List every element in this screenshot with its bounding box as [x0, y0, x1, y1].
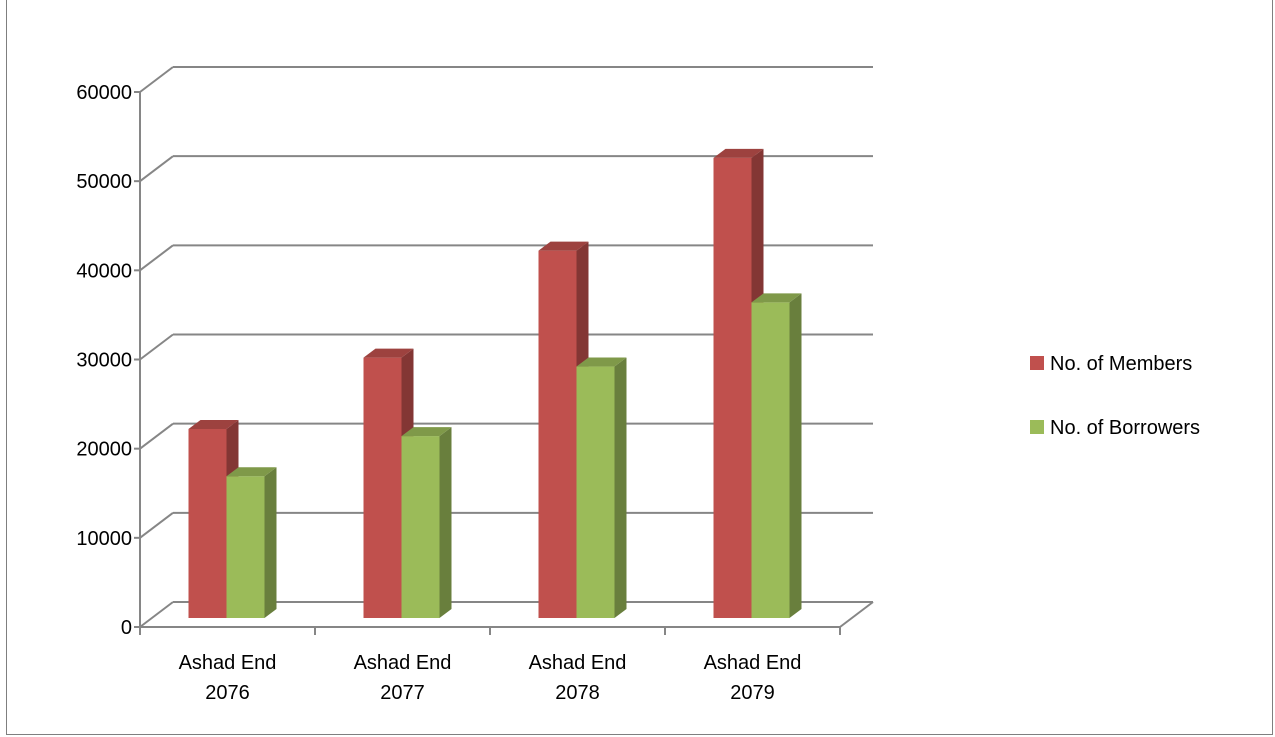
bar-front: [226, 476, 265, 618]
legend: No. of Members No. of Borrowers: [1030, 353, 1200, 439]
gridline-diagonal: [139, 244, 174, 272]
y-tick-label: 50000: [76, 171, 132, 193]
bar-top: [751, 293, 802, 303]
bar-top: [401, 427, 452, 437]
bar-front: [576, 366, 615, 618]
y-tick-label: 10000: [76, 528, 132, 550]
axis-layer: [134, 91, 874, 635]
bar-front: [538, 250, 577, 618]
x-tick-label: Ashad End 2079: [704, 652, 802, 704]
bar-side: [264, 467, 277, 618]
bar-side: [614, 357, 627, 618]
y-tick-label: 60000: [76, 82, 132, 104]
bar-top: [188, 419, 239, 429]
gridline-diagonal: [139, 512, 174, 539]
category-labels: Ashad End 2076 Ashad End 2077 Ashad End 2078 A…: [179, 652, 802, 704]
legend-label: No. of Borrowers: [1050, 417, 1200, 439]
gridline-diagonal: [139, 422, 174, 450]
bar-top: [713, 148, 764, 158]
x-tick-label: Ashad End 2077: [354, 652, 452, 704]
x-tick-label: Ashad End 2076: [179, 652, 277, 704]
legend-swatch: [1030, 420, 1044, 434]
y-tick-label: 30000: [76, 350, 132, 372]
floor-edge: [839, 601, 874, 628]
bar-side: [439, 427, 452, 618]
gridline-diagonal: [139, 601, 174, 628]
bar-front: [188, 428, 227, 618]
bar-side: [789, 293, 802, 618]
y-tick-label: 0: [121, 617, 132, 639]
y-tick-labels: 0 10000 20000 30000 40000 50000 60000: [76, 82, 132, 639]
legend-swatch: [1030, 356, 1044, 370]
bar-top: [226, 467, 277, 477]
gridline-diagonal: [139, 66, 174, 93]
bar-top: [363, 348, 414, 358]
x-tick-label: Ashad End 2078: [529, 652, 627, 704]
bar-front: [363, 357, 402, 618]
bar-front: [751, 302, 790, 618]
gridline-diagonal: [139, 155, 174, 182]
bar-front: [401, 436, 440, 618]
y-tick-label: 40000: [76, 260, 132, 282]
y-tick-label: 20000: [76, 439, 132, 461]
legend-label: No. of Members: [1050, 353, 1192, 375]
gridline-diagonal: [139, 333, 174, 361]
bar-front: [713, 157, 752, 618]
bar-top: [538, 241, 589, 251]
bar-top: [576, 357, 627, 367]
bars-layer: [188, 148, 802, 618]
